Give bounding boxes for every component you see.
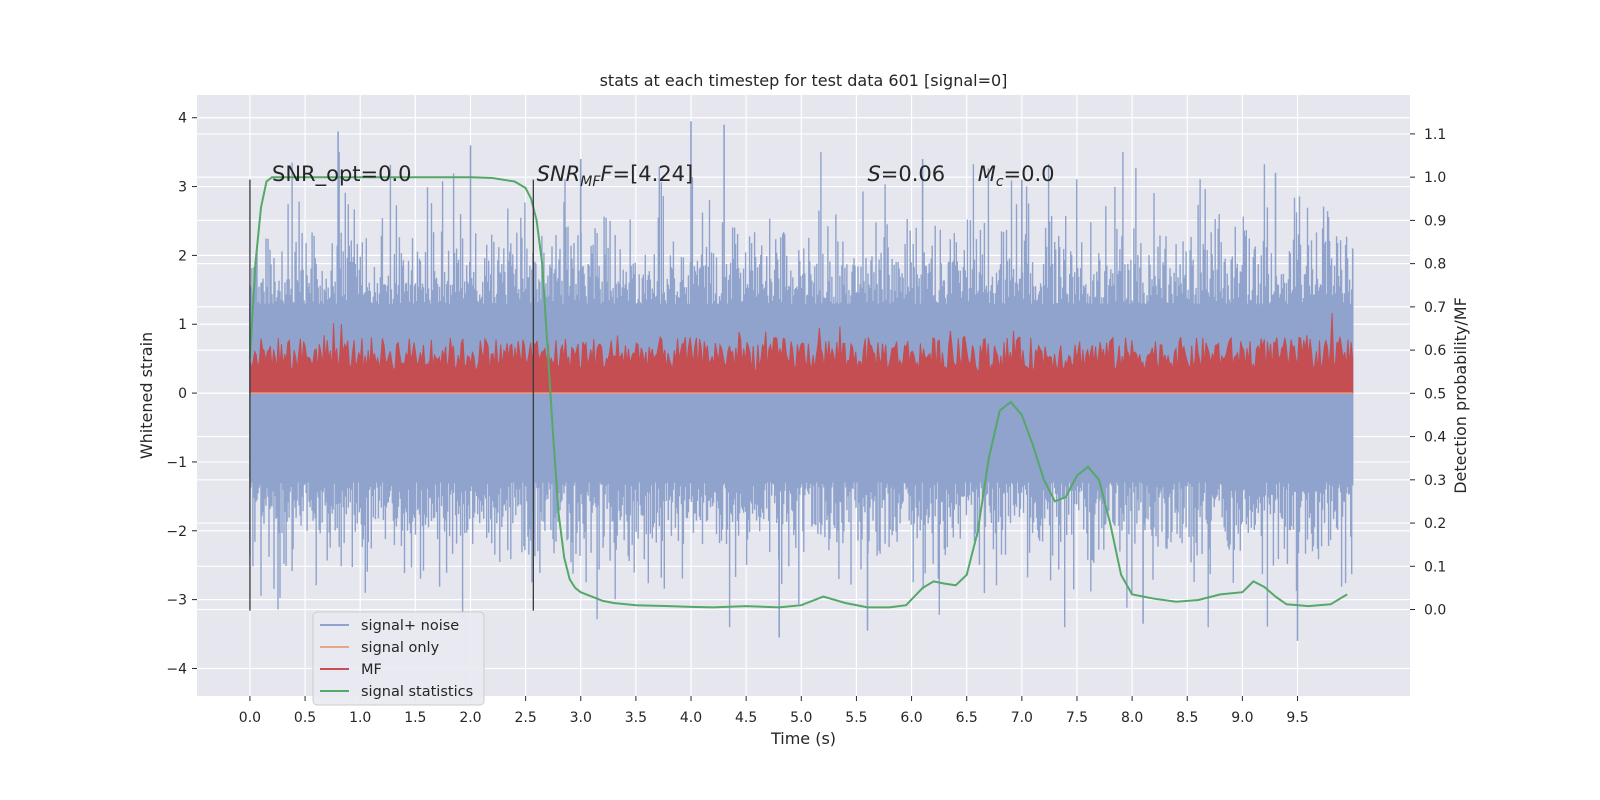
annotation-mc-symbol: M	[978, 162, 996, 186]
marker-lines	[249, 179, 534, 611]
x-tick-label: 4.5	[735, 710, 757, 726]
annotation-snr-mf-subscript: MF	[580, 174, 601, 190]
x-tick-label: 3.0	[570, 710, 592, 726]
x-tick-label: 8.0	[1121, 710, 1143, 726]
legend-label: signal only	[361, 640, 440, 656]
x-tick-label: 8.5	[1176, 710, 1198, 726]
chart-title: stats at each timestep for test data 601…	[600, 71, 1008, 90]
x-tick-label: 0.5	[294, 710, 316, 726]
x-tick-label: 1.5	[404, 710, 426, 726]
y2-tick-label: 0.7	[1424, 300, 1446, 316]
y-axis-label: Whitened strain	[137, 332, 156, 459]
annotation-snr-mf: SNRMFF=[4.24]	[537, 162, 694, 190]
x-tick-label: 0.0	[239, 710, 261, 726]
x-tick-label: 7.5	[1066, 710, 1088, 726]
x-tick-label: 6.5	[956, 710, 978, 726]
annotation-s-symbol: S	[867, 162, 880, 186]
y-tick-label: 0	[178, 386, 187, 402]
x-tick-label: 5.0	[790, 710, 812, 726]
x-tick-label: 2.5	[514, 710, 536, 726]
y-tick-label: 3	[178, 180, 187, 196]
y-tick-label: −2	[166, 524, 187, 540]
y2-tick-label: 1.1	[1424, 127, 1446, 143]
annotation-mc-subscript: c	[996, 174, 1004, 190]
x-axis-label: Time (s)	[770, 729, 836, 748]
y2-tick-label: 0.4	[1424, 430, 1446, 446]
y2-axis-label: Detection probability/MF	[1451, 297, 1470, 494]
x-tick-label: 6.0	[900, 710, 922, 726]
annotation-snr-opt: SNR_opt=0.0	[272, 162, 412, 187]
y2-tick-label: 1.0	[1424, 170, 1446, 186]
x-tick-label: 3.5	[625, 710, 647, 726]
y2-tick-label: 0.5	[1424, 386, 1446, 402]
x-tick-label: 1.0	[349, 710, 371, 726]
legend: signal+ noise signal only MF signal statist…	[312, 611, 485, 706]
annotation-mc-value: =0.0	[1004, 162, 1055, 186]
annotation-snr-mf-symbol: SNR	[537, 162, 581, 186]
x-axis-ticks: 0.0 0.5 1.0 1.5 2.0 2.5 3.0 3.5 4.0 4.5 5.0 5.5 6.0 6…	[239, 696, 1309, 726]
y-tick-label: −1	[166, 455, 187, 471]
y2-tick-label: 0.9	[1424, 213, 1446, 229]
signal-statistics-series	[248, 176, 1348, 609]
mf-trace	[249, 313, 1354, 394]
x-tick-label: 5.5	[845, 710, 867, 726]
x-tick-label: 9.5	[1286, 710, 1308, 726]
legend-box	[312, 611, 485, 706]
y2-tick-label: 0.2	[1424, 516, 1446, 532]
annotation-mc: Mc=0.0	[978, 162, 1055, 190]
legend-label: signal statistics	[361, 684, 473, 700]
y-axis-ticks: 4 3 2 1 0 −1 −2 −3 −4	[166, 111, 197, 677]
y-tick-label: −4	[166, 661, 187, 677]
y-tick-label: 4	[178, 111, 187, 127]
x-tick-label: 2.0	[459, 710, 481, 726]
x-tick-label: 4.0	[680, 710, 702, 726]
y2-tick-label: 0.3	[1424, 473, 1446, 489]
y2-tick-label: 0.1	[1424, 559, 1446, 575]
legend-label: MF	[361, 662, 382, 678]
y-tick-label: 1	[178, 317, 187, 333]
y2-tick-label: 0.6	[1424, 343, 1446, 359]
annotation-s-value: =0.06	[881, 162, 945, 186]
mf-series	[249, 313, 1354, 394]
x-tick-label: 9.0	[1231, 710, 1253, 726]
annotation-s: S=0.06	[867, 162, 945, 186]
y2-tick-label: 0.8	[1424, 257, 1446, 273]
y-tick-label: −3	[166, 593, 187, 609]
y2-tick-label: 0.0	[1424, 603, 1446, 619]
annotation-snr-mf-value: =[4.24]	[613, 162, 694, 186]
x-tick-label: 7.0	[1011, 710, 1033, 726]
y2-axis-ticks: 1.1 1.0 0.9 0.8 0.7 0.6 0.5 0.4 0.3 0.2 0.1 0.0	[1410, 127, 1446, 619]
y-tick-label: 2	[178, 248, 187, 264]
legend-label: signal+ noise	[361, 618, 459, 634]
